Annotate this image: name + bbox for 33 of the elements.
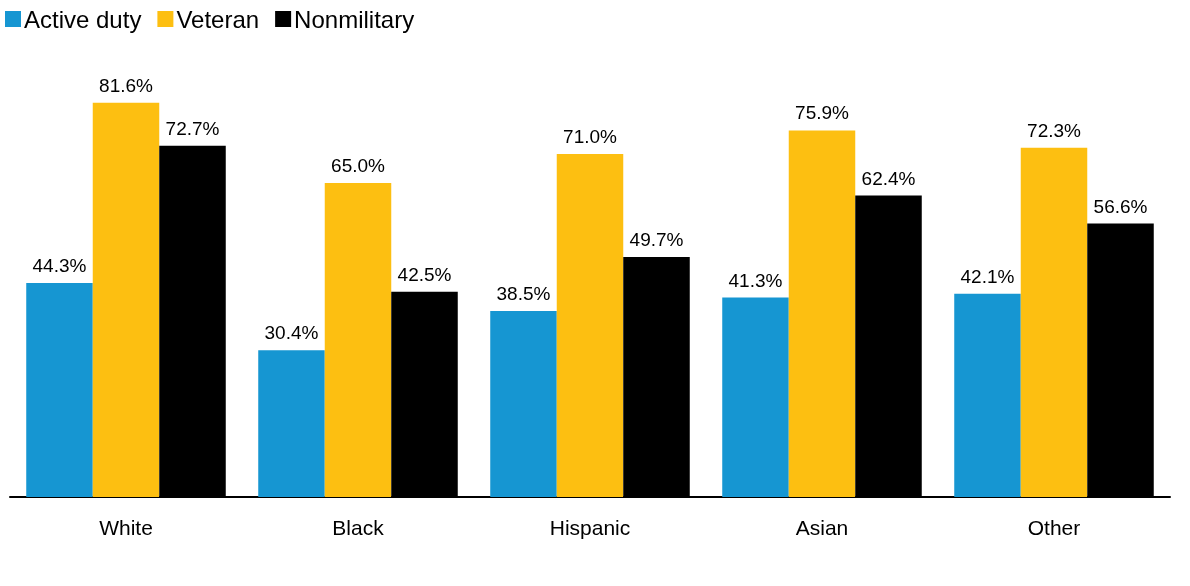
bar: [556, 154, 624, 497]
data-label: 49.7%: [629, 228, 684, 250]
data-label: 81.6%: [99, 74, 154, 96]
data-label: 72.7%: [165, 117, 220, 139]
x-tick-label: White: [99, 516, 153, 539]
x-tick-label: Black: [332, 516, 385, 539]
data-label: 44.3%: [32, 255, 87, 277]
x-tick-label: Hispanic: [549, 516, 631, 539]
x-tick-label: Asian: [795, 516, 849, 539]
bar: [92, 102, 160, 497]
bar: [26, 283, 93, 497]
bar: [490, 311, 557, 497]
data-label: 56.6%: [1093, 195, 1148, 217]
bar: [324, 183, 392, 497]
legend-label: Active duty: [24, 5, 142, 33]
data-label: 42.1%: [960, 265, 1015, 287]
legend-label: Nonmilitary: [294, 5, 415, 33]
data-label: 62.4%: [861, 167, 916, 189]
data-label: 71.0%: [563, 126, 618, 148]
bar: [1020, 147, 1088, 497]
x-tick-label: Other: [1027, 516, 1081, 539]
data-label: 65.0%: [331, 155, 386, 177]
data-label: 41.3%: [728, 269, 783, 291]
data-label: 30.4%: [264, 322, 319, 344]
bar: [954, 293, 1021, 497]
data-label: 42.5%: [397, 263, 452, 285]
bar: [788, 130, 856, 497]
data-label: 75.9%: [795, 102, 850, 124]
data-label: 72.3%: [1027, 119, 1082, 141]
legend-label: Veteran: [176, 5, 260, 33]
data-label: 38.5%: [496, 283, 551, 305]
bar: [722, 297, 789, 497]
bar: [258, 350, 325, 497]
